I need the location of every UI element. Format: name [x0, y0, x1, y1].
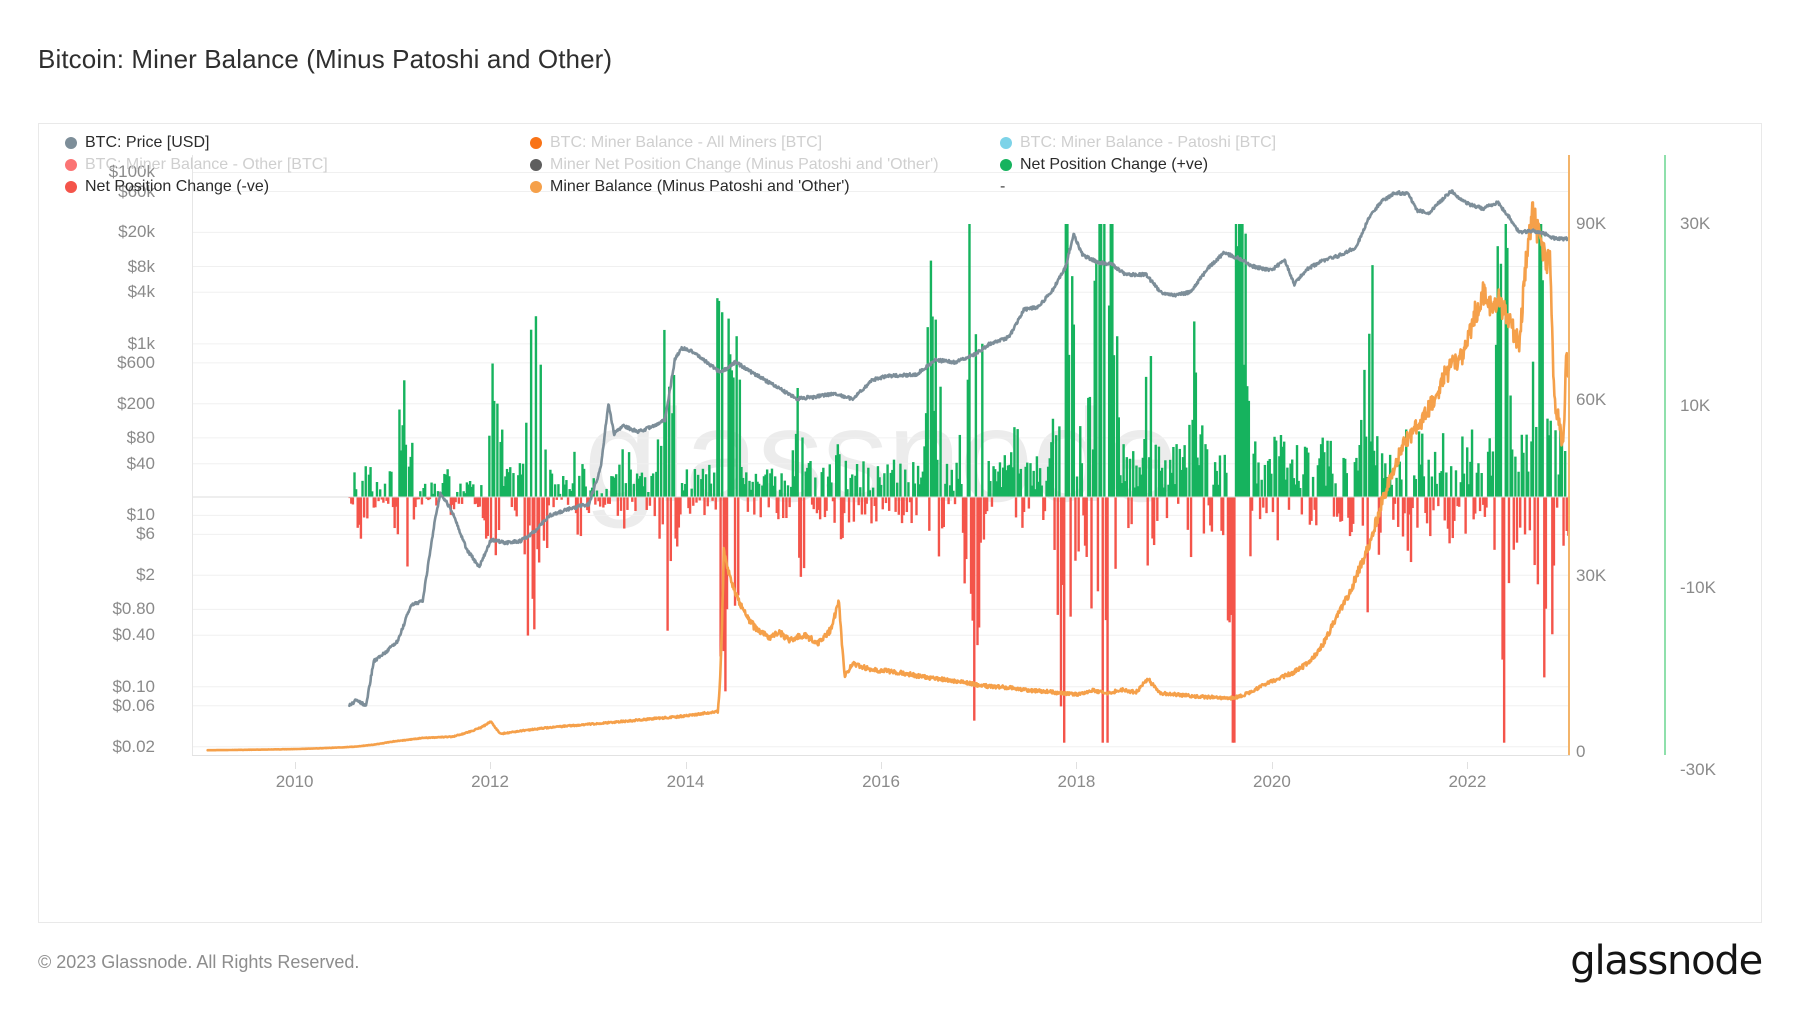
x-axis-tickmark — [1467, 762, 1469, 769]
legend-miner-balance-all-miners[interactable]: BTC: Miner Balance - All Miners [BTC] — [530, 134, 822, 152]
y-axis-left-tick: $0.40 — [112, 625, 155, 645]
legend-btc-price[interactable]: BTC: Price [USD] — [65, 134, 209, 152]
legend-label: BTC: Miner Balance - Other [BTC] — [85, 156, 328, 173]
y-axis-left-tick: $20k — [118, 222, 155, 242]
x-axis-tickmark — [490, 762, 492, 769]
page-title: Bitcoin: Miner Balance (Minus Patoshi an… — [38, 44, 613, 74]
x-axis-tick: 2016 — [862, 772, 900, 791]
chart-legend: BTC: Price [USD] BTC: Miner Balance - All… — [38, 134, 1738, 206]
y-axis-right-net-position-change: 30K 10K -10K -30K — [1664, 155, 1776, 779]
legend-dot-icon — [65, 159, 77, 171]
x-axis-tickmark — [881, 762, 882, 769]
y-axis-green-tick: -30K — [1680, 760, 1716, 779]
legend-dot-icon — [1000, 137, 1012, 149]
x-axis-tick: 2022 — [1448, 772, 1487, 791]
legend-dot-icon — [530, 181, 542, 193]
y-axis-left-tick: $40 — [126, 453, 155, 473]
y-axis-left-tick: $4k — [127, 282, 155, 302]
legend-row: Net Position Change (-ve) Miner Balance (… — [38, 178, 1738, 202]
legend-miner-balance-other[interactable]: BTC: Miner Balance - Other [BTC] — [65, 156, 328, 174]
legend-label: Net Position Change (+ve) — [1020, 156, 1209, 173]
x-axis-tickmark — [1076, 762, 1078, 769]
plot-area[interactable]: glassnode — [192, 155, 1570, 755]
y-axis-left-tick: $200 — [117, 393, 155, 413]
y-axis-left-tick: $100k — [108, 162, 155, 182]
y-axis-orange-tick: 30K — [1576, 566, 1607, 585]
y-axis-left-tick: $0.02 — [112, 736, 155, 756]
y-axis-left-tick: $2 — [136, 565, 155, 585]
legend-dot-icon — [65, 137, 77, 149]
line-btc-price — [348, 189, 1568, 708]
y-axis-orange-tick: 0 — [1576, 742, 1586, 761]
x-axis: 2010 2012 2014 2016 2018 2020 2022 — [192, 762, 1570, 796]
footer-copyright: © 2023 Glassnode. All Rights Reserved. — [38, 952, 360, 972]
y-axis-left-tick: $60k — [118, 181, 155, 201]
gridlines — [193, 172, 1568, 748]
legend-placeholder[interactable]: - — [1000, 178, 1005, 196]
y-axis-left-price: $100k $60k $20k $8k $4k $1k $600 $200 $80 $40 $10 $… — [0, 155, 168, 755]
legend-label: - — [1000, 178, 1006, 195]
x-axis-tick: 2014 — [666, 772, 705, 791]
x-axis-tickmark — [685, 762, 687, 769]
glassnode-logo: glassnode — [1570, 938, 1763, 984]
x-axis-tick: 2018 — [1057, 772, 1096, 791]
legend-dot-icon — [65, 181, 77, 193]
legend-dot-icon — [530, 159, 542, 171]
plot-baseline — [192, 755, 1570, 756]
legend-miner-balance-patoshi[interactable]: BTC: Miner Balance - Patoshi [BTC] — [1000, 134, 1276, 152]
legend-dot-icon — [1000, 159, 1012, 171]
y-axis-green-tick: 30K — [1680, 214, 1711, 233]
y-axis-left-tick: $8k — [127, 256, 155, 276]
y-axis-left-tick: $0.10 — [112, 676, 155, 696]
x-axis-tick: 2010 — [275, 772, 314, 791]
legend-label: BTC: Miner Balance - Patoshi [BTC] — [1020, 134, 1277, 151]
y-axis-orange-tick: 60K — [1576, 390, 1607, 409]
x-axis-tickmark — [1271, 762, 1273, 769]
series-layer — [193, 189, 1568, 752]
y-axis-left-tick: $80 — [126, 427, 155, 447]
y-axis-orange-tick: 90K — [1576, 214, 1607, 233]
y-axis-left-tick: $10 — [126, 505, 155, 525]
line-miner-balance — [206, 201, 1568, 752]
legend-row: BTC: Price [USD] BTC: Miner Balance - All… — [38, 134, 1738, 158]
y-axis-green-tick: 10K — [1680, 396, 1711, 415]
legend-net-position-change-negative[interactable]: Net Position Change (-ve) — [65, 178, 269, 196]
legend-label: BTC: Price [USD] — [85, 134, 210, 151]
bars-net-position-positive — [353, 224, 1567, 497]
legend-row: BTC: Miner Balance - Other [BTC] Miner Ne… — [38, 156, 1738, 180]
legend-label: Net Position Change (-ve) — [85, 178, 270, 195]
y-axis-left-tick: $6 — [136, 524, 155, 544]
legend-label: Miner Net Position Change (Minus Patoshi… — [550, 156, 939, 173]
x-axis-tick: 2012 — [471, 772, 509, 791]
x-axis-tickmark — [294, 762, 296, 769]
legend-net-position-change-positive[interactable]: Net Position Change (+ve) — [1000, 156, 1208, 174]
y-axis-left-tick: $1k — [127, 333, 155, 353]
y-axis-left-tick: $0.06 — [112, 695, 155, 715]
y-axis-left-tick: $600 — [117, 352, 155, 372]
y-axis-right-miner-balance: 90K 60K 30K 0 — [1576, 155, 1666, 761]
y-axis-left-tick: $0.80 — [112, 599, 155, 619]
legend-label: BTC: Miner Balance - All Miners [BTC] — [550, 134, 823, 151]
y-axis-green-tick: -10K — [1680, 578, 1716, 597]
x-axis-tick: 2020 — [1253, 772, 1291, 791]
legend-label: Miner Balance (Minus Patoshi and 'Other'… — [550, 178, 850, 195]
legend-miner-net-position-change[interactable]: Miner Net Position Change (Minus Patoshi… — [530, 156, 939, 174]
legend-dot-icon — [530, 137, 542, 149]
legend-miner-balance-minus-patoshi-other[interactable]: Miner Balance (Minus Patoshi and 'Other'… — [530, 178, 850, 196]
